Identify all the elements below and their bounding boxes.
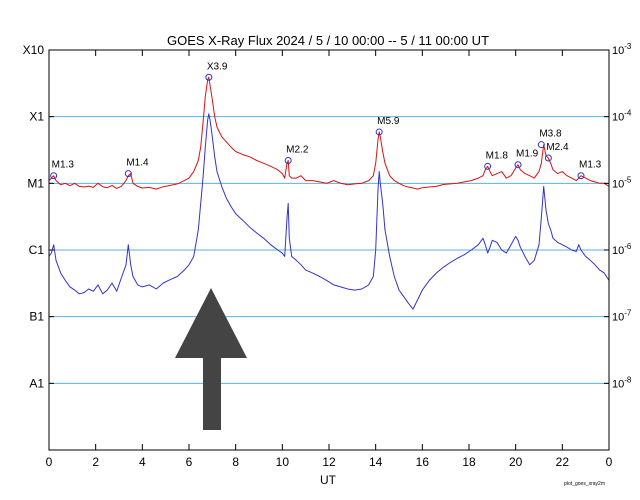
flare-label: M1.9 xyxy=(516,149,539,160)
chart-title: GOES X-Ray Flux 2024 / 5 / 10 00:00 -- 5… xyxy=(167,33,489,48)
flare-marker xyxy=(577,172,585,180)
x-tick-label: 18 xyxy=(462,455,476,469)
flare-marker xyxy=(544,154,552,162)
class-label: M1 xyxy=(27,176,44,190)
class-label: C1 xyxy=(29,243,45,257)
class-label: B1 xyxy=(29,310,44,324)
series-layer xyxy=(48,76,610,310)
x-tick-label: 0 xyxy=(46,455,53,469)
right-axis-labels: 10-8 10-7 10-6 10-5 10-4 10-3 xyxy=(604,42,632,390)
class-labels: A1 B1 C1 M1 X1 X10 xyxy=(23,43,54,390)
annotation-arrow xyxy=(175,288,247,430)
x-tick-label: 16 xyxy=(416,455,430,469)
flare-label: M1.3 xyxy=(52,160,75,171)
flare-marker xyxy=(537,141,545,149)
x-tick-label: 20 xyxy=(509,455,523,469)
class-label: X1 xyxy=(29,110,44,124)
grid-lines xyxy=(49,116,609,384)
x-tick-label: 10 xyxy=(276,455,290,469)
flare-label: M1.3 xyxy=(579,160,602,171)
flare-marker xyxy=(284,157,292,165)
x-tick-label: 14 xyxy=(369,455,383,469)
x-tick-label: 2 xyxy=(92,455,99,469)
x-axis-ticks: 0 2 4 6 8 10 12 14 16 18 20 22 0 xyxy=(46,50,613,469)
x-tick-label: 22 xyxy=(556,455,570,469)
x-axis-label: UT xyxy=(320,473,337,487)
flare-marker xyxy=(514,161,522,169)
right-axis-label: 10-5 xyxy=(612,175,632,190)
credit-text: plot_goes_xray2m xyxy=(564,481,605,487)
flare-label: M5.9 xyxy=(377,116,400,127)
flare-marker xyxy=(484,162,492,170)
x-tick-label: 4 xyxy=(139,455,146,469)
right-axis-label: 10-3 xyxy=(612,42,632,57)
right-axis-label: 10-4 xyxy=(612,109,632,124)
x-tick-label: 8 xyxy=(232,455,239,469)
x-tick-label: 6 xyxy=(186,455,193,469)
x-tick-label: 12 xyxy=(322,455,336,469)
flare-label: M1.8 xyxy=(486,150,509,161)
flare-markers: M1.3 M1.4 X3.9 M2.2 M5.9 M1.8 M1.9M3.8 M2.4 M1.3 xyxy=(50,61,602,180)
right-axis-label: 10-6 xyxy=(612,242,632,257)
right-axis-label: 10-7 xyxy=(612,309,632,324)
flare-label: M1.4 xyxy=(126,158,149,169)
flare-label: M3.8 xyxy=(539,129,562,140)
flare-marker xyxy=(205,73,213,81)
series-line-long xyxy=(48,76,610,190)
x-tick-label: 0 xyxy=(606,455,613,469)
flare-label: M2.2 xyxy=(286,145,309,156)
right-axis-label: 10-8 xyxy=(612,375,632,390)
class-label: X10 xyxy=(23,43,45,57)
flare-marker xyxy=(124,170,132,178)
flare-marker xyxy=(50,172,58,180)
flare-label: X3.9 xyxy=(207,61,228,72)
class-label: A1 xyxy=(29,376,44,390)
flare-label: M2.4 xyxy=(546,142,569,153)
series-line-short xyxy=(48,113,610,310)
flare-marker xyxy=(375,128,383,136)
